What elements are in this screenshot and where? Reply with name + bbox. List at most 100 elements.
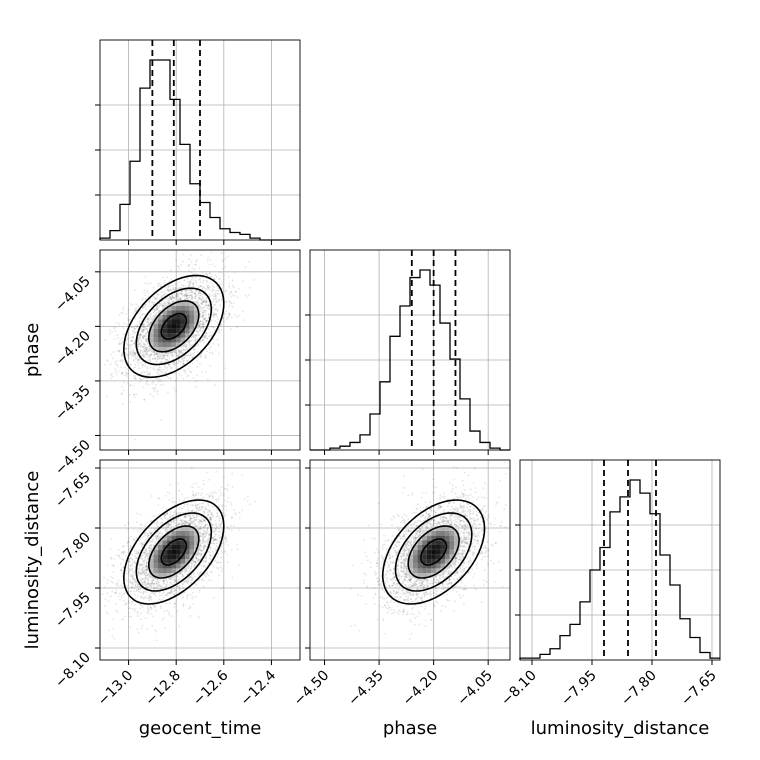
sample-point xyxy=(188,342,190,345)
sample-point xyxy=(189,339,192,342)
hist-bar-geocent_time-6 xyxy=(160,60,170,240)
sample-point xyxy=(202,293,205,295)
sample-point xyxy=(172,286,175,289)
sample-point xyxy=(202,309,204,312)
sample-point xyxy=(200,292,202,295)
sample-point xyxy=(167,285,170,288)
sample-point xyxy=(207,314,210,316)
sample-point xyxy=(134,550,136,552)
sample-point xyxy=(142,346,144,348)
sample-point xyxy=(154,386,156,389)
sample-point xyxy=(183,581,186,584)
sample-point xyxy=(136,326,139,329)
sample-point xyxy=(145,308,147,311)
sample-point xyxy=(151,320,154,323)
sample-point xyxy=(229,314,231,317)
sample-point xyxy=(189,280,192,283)
sample-point xyxy=(206,288,208,291)
sample-point xyxy=(124,603,126,606)
sample-point xyxy=(123,322,125,325)
sample-point xyxy=(166,366,169,369)
sample-point xyxy=(213,326,216,329)
sample-point xyxy=(169,351,172,354)
sample-point xyxy=(119,556,121,559)
sample-point xyxy=(134,352,137,355)
sample-point xyxy=(185,344,188,347)
density-cell-1-0 xyxy=(162,314,168,320)
sample-point xyxy=(195,290,198,292)
sample-point xyxy=(208,304,210,307)
sample-point xyxy=(189,294,192,297)
sample-point xyxy=(199,298,202,300)
sample-point xyxy=(151,625,154,627)
sample-point xyxy=(134,604,137,606)
sample-point xyxy=(193,351,196,354)
sample-point xyxy=(149,304,152,307)
sample-point xyxy=(146,318,149,321)
sample-point xyxy=(196,293,199,296)
sample-point xyxy=(141,337,144,340)
sample-point xyxy=(187,298,189,301)
sample-point xyxy=(189,280,191,283)
sample-point xyxy=(181,351,184,353)
sample-point xyxy=(225,290,228,293)
sample-point xyxy=(183,295,186,298)
sample-point xyxy=(192,494,195,496)
density-cell-1-0 xyxy=(171,328,177,334)
density-cell-1-0 xyxy=(171,324,177,329)
sample-point xyxy=(132,374,135,377)
sample-point xyxy=(129,364,132,367)
sample-point xyxy=(106,564,109,566)
sample-point xyxy=(156,353,158,355)
sample-point xyxy=(167,301,170,304)
sample-point xyxy=(146,535,149,537)
sample-point xyxy=(183,363,186,365)
sample-point xyxy=(195,510,198,512)
sample-point xyxy=(186,295,188,297)
sample-point xyxy=(182,253,185,256)
sample-point xyxy=(223,320,225,323)
sample-point xyxy=(199,308,201,311)
sample-point xyxy=(146,353,148,356)
sample-point xyxy=(201,492,203,495)
sample-point xyxy=(106,581,109,584)
sample-point xyxy=(144,524,147,527)
sample-point xyxy=(161,356,164,359)
sample-point xyxy=(137,551,140,554)
sample-point xyxy=(196,285,198,287)
sample-point xyxy=(139,310,142,313)
sample-point xyxy=(156,307,159,310)
sample-point xyxy=(160,295,163,298)
sample-point xyxy=(204,317,206,320)
sample-point xyxy=(153,585,155,587)
sample-point xyxy=(198,591,201,594)
sample-point xyxy=(217,299,220,302)
sample-point xyxy=(170,351,173,354)
density-cell-1-0 xyxy=(185,310,190,315)
sample-point xyxy=(170,297,172,300)
sample-point xyxy=(133,571,136,574)
sample-point xyxy=(140,338,143,341)
sample-point xyxy=(244,266,247,268)
density-cell-1-0 xyxy=(176,314,181,320)
sample-point xyxy=(236,316,239,319)
sample-point xyxy=(178,499,181,502)
sample-point xyxy=(229,291,232,293)
sample-point xyxy=(126,373,128,376)
sample-point xyxy=(132,326,135,329)
sample-point xyxy=(112,351,115,353)
sample-point xyxy=(129,557,132,559)
sample-point xyxy=(196,330,199,332)
sample-point xyxy=(211,524,213,527)
sample-point xyxy=(210,346,212,348)
sample-point xyxy=(160,598,163,601)
sample-point xyxy=(153,351,156,354)
sample-point xyxy=(212,326,215,329)
sample-point xyxy=(219,277,222,280)
hist-bar-geocent_time-3 xyxy=(130,161,140,240)
sample-point xyxy=(188,294,191,297)
sample-point xyxy=(144,313,147,316)
sample-point xyxy=(220,556,223,559)
sample-point xyxy=(202,313,205,315)
sample-point xyxy=(143,345,146,348)
